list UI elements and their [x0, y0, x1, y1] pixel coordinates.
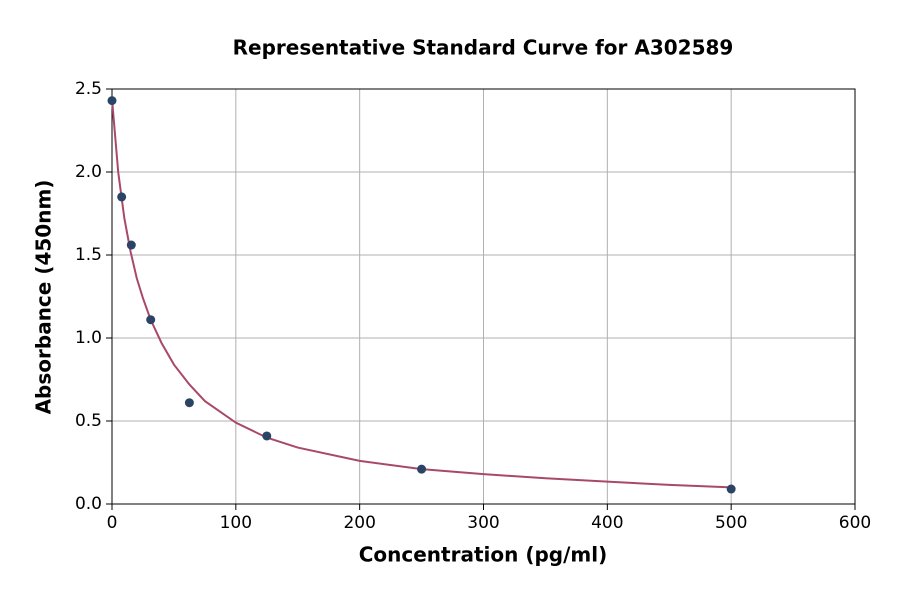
plot-frame [111, 88, 856, 505]
data-point [726, 484, 736, 494]
data-point [117, 192, 127, 202]
x-tick-label: 400 [591, 513, 623, 533]
fit-curve [111, 98, 732, 489]
y-tick-label: 0.0 [75, 494, 102, 514]
data-point [126, 240, 136, 250]
x-tick-label: 500 [715, 513, 747, 533]
y-tick-label: 1.5 [75, 245, 102, 265]
x-tick-label: 0 [107, 513, 118, 533]
x-tick-label: 600 [839, 513, 871, 533]
data-point [107, 96, 117, 106]
data-point [262, 431, 272, 441]
y-axis-label: Absorbance (450nm) [32, 180, 56, 415]
chart-title: Representative Standard Curve for A30258… [233, 36, 734, 60]
x-axis-label: Concentration (pg/ml) [359, 543, 608, 567]
y-tick-label: 0.5 [75, 411, 102, 431]
x-tick-label: 200 [343, 513, 375, 533]
data-point [417, 464, 427, 474]
x-tick-label: 100 [220, 513, 252, 533]
y-tick-label: 2.5 [75, 79, 102, 99]
data-point [146, 315, 156, 325]
x-tick-label: 300 [467, 513, 499, 533]
y-tick-label: 1.0 [75, 328, 102, 348]
data-point [184, 398, 194, 408]
y-tick-label: 2.0 [75, 162, 102, 182]
